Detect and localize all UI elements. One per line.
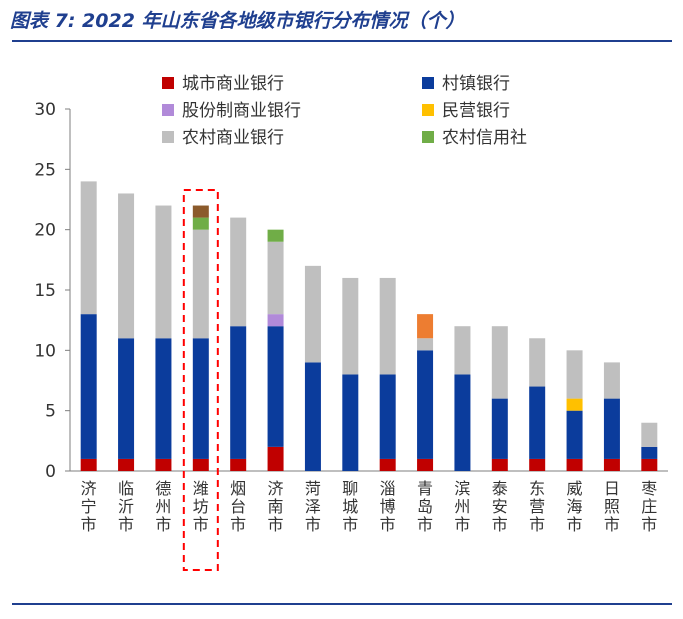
category-label: 威海市 (567, 479, 583, 534)
bar-segment (529, 386, 546, 459)
title-divider (12, 40, 672, 42)
bar-segment (267, 241, 284, 315)
y-tick-label: 5 (45, 402, 56, 422)
bar-segment (155, 338, 172, 459)
bar-segment (454, 374, 471, 471)
category-label: 烟台市 (230, 479, 246, 534)
bar-segment (529, 338, 546, 387)
bar-segment (417, 350, 434, 459)
bar-segment (192, 229, 209, 339)
bar-segment (267, 229, 284, 242)
bar-segment (566, 350, 583, 399)
category-label: 东营市 (529, 479, 545, 534)
legend-swatch (422, 104, 434, 116)
bar-segment (603, 398, 620, 459)
y-tick-label: 10 (34, 341, 56, 361)
bar-segment (603, 458, 620, 471)
bar-segment (491, 458, 508, 471)
bar-segment (342, 277, 359, 375)
legend-swatch (162, 77, 174, 89)
bar-segment (491, 326, 508, 399)
highlight-box (182, 189, 219, 571)
bar-segment (155, 205, 172, 339)
bar-segment (230, 326, 247, 459)
bar-segment (491, 398, 508, 459)
bar-segment (267, 446, 284, 471)
legend-label: 股份制商业银行 (182, 101, 301, 121)
y-tick-label: 0 (45, 462, 56, 482)
bar-segment (417, 458, 434, 471)
legend-swatch (422, 77, 434, 89)
bar-segment (566, 398, 583, 411)
legend-label: 农村商业银行 (182, 128, 284, 148)
bar-segment (603, 362, 620, 399)
bar-segment (379, 458, 396, 471)
category-label: 滨州市 (454, 479, 470, 534)
bar-segment (80, 181, 97, 315)
bar-segment (304, 265, 321, 363)
category-label: 济宁市 (81, 479, 97, 534)
category-label: 泰安市 (492, 479, 508, 534)
bar-segment (267, 326, 284, 447)
bar-segment (230, 217, 247, 327)
bar-segment (641, 446, 658, 459)
bar-segment (230, 458, 247, 471)
bar-segment (118, 193, 135, 339)
bar-segment (566, 458, 583, 471)
category-label: 济南市 (268, 479, 284, 534)
y-tick-label: 30 (34, 100, 56, 120)
bar-segment (267, 314, 284, 327)
bar-segment (192, 338, 209, 459)
category-label: 菏泽市 (305, 479, 321, 534)
legend-label: 村镇银行 (442, 74, 510, 94)
bar-segment (379, 277, 396, 375)
category-label: 德州市 (155, 479, 171, 534)
legend-label: 城市商业银行 (182, 74, 284, 94)
bar-segment (641, 422, 658, 447)
category-label: 潍坊市 (193, 479, 209, 534)
bar-segment (304, 362, 321, 471)
bar-segment (417, 314, 434, 339)
bar-segment (342, 374, 359, 471)
y-tick-label: 15 (34, 281, 56, 301)
bar-segment (529, 458, 546, 471)
legend-swatch (162, 131, 174, 143)
bar-segment (80, 314, 97, 459)
legend-swatch (162, 104, 174, 116)
bar-segment (118, 458, 135, 471)
category-label: 日照市 (604, 479, 620, 534)
bar-segment (192, 458, 209, 471)
bar-segment (454, 326, 471, 375)
legend-label: 民营银行 (442, 101, 510, 121)
bar-segment (192, 205, 209, 218)
category-label: 聊城市 (342, 479, 358, 534)
bar-segment (118, 338, 135, 459)
category-label: 临沂市 (118, 479, 134, 534)
y-tick-label: 25 (34, 160, 56, 180)
bar-segment (417, 338, 434, 351)
category-label: 淄博市 (380, 479, 396, 534)
bar-segment (192, 217, 209, 230)
bar-segment (379, 374, 396, 459)
bar-segment (155, 458, 172, 471)
legend-swatch (422, 131, 434, 143)
bar-segment (566, 410, 583, 459)
category-label: 枣庄市 (641, 479, 657, 534)
bar-segment (641, 458, 658, 471)
chart-title: 图表 7: 2022 年山东省各地级市银行分布情况（个） (10, 10, 465, 32)
footer-divider (12, 603, 672, 605)
category-label: 青岛市 (417, 479, 433, 534)
bar-segment (80, 458, 97, 471)
legend-label: 农村信用社 (442, 128, 527, 148)
y-tick-label: 20 (34, 221, 56, 241)
